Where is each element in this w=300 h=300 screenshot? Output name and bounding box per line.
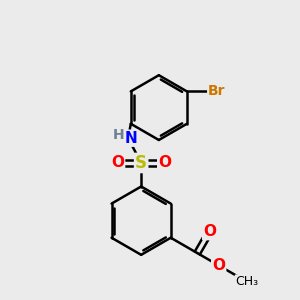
Text: Br: Br <box>208 84 226 98</box>
Text: H: H <box>112 128 124 142</box>
Text: O: O <box>203 224 216 239</box>
Text: O: O <box>158 155 171 170</box>
Text: CH₃: CH₃ <box>236 275 259 288</box>
Text: N: N <box>125 131 137 146</box>
Text: S: S <box>135 154 147 172</box>
Text: O: O <box>212 258 225 273</box>
Text: O: O <box>111 155 124 170</box>
